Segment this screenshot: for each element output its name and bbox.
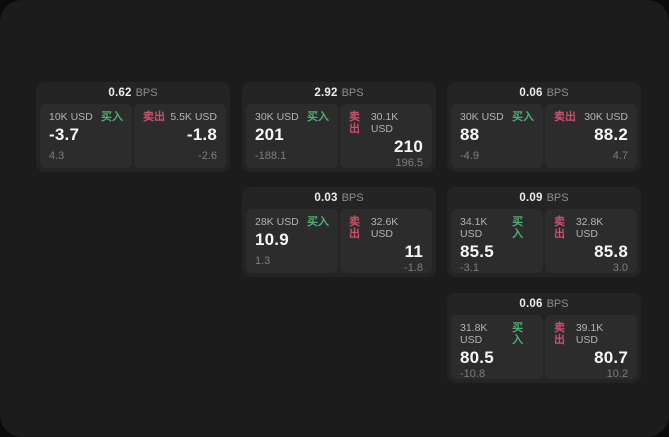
sell-panel[interactable]: 卖出 39.1K USD 80.7 10.2 — [545, 315, 637, 380]
bps-unit-label: BPS — [546, 192, 569, 204]
quote-card[interactable]: 0.62 BPS 10K USD 买入 -3.7 4.3 卖出 5.5K USD… — [36, 82, 230, 172]
bps-unit-label: BPS — [341, 87, 364, 99]
card-header: 0.03 BPS — [246, 187, 432, 209]
buy-size-label: 34.1K USD — [460, 216, 488, 240]
quote-panels: 10K USD 买入 -3.7 4.3 卖出 5.5K USD -1.8 -2.… — [40, 104, 226, 168]
quote-panels: 30K USD 买入 201 -188.1 卖出 30.1K USD 210 1… — [246, 104, 432, 169]
bps-value: 0.06 — [519, 87, 543, 99]
card-header: 0.06 BPS — [451, 293, 637, 315]
buy-panel[interactable]: 30K USD 买入 88 -4.9 — [451, 104, 543, 168]
quote-card[interactable]: 0.06 BPS 30K USD 买入 88 -4.9 卖出 30K USD 8… — [447, 82, 641, 172]
buy-panel[interactable]: 34.1K USD 买入 85.5 -3.1 — [451, 209, 543, 274]
quote-panels: 30K USD 买入 88 -4.9 卖出 30K USD 88.2 4.7 — [451, 104, 637, 168]
buy-price: -3.7 — [49, 125, 80, 144]
card-header: 0.62 BPS — [40, 82, 226, 104]
sell-price: 85.8 — [594, 242, 628, 261]
buy-price: 10.9 — [255, 230, 289, 249]
bps-value: 0.62 — [108, 87, 132, 99]
buy-size-label: 31.8K USD — [460, 322, 488, 346]
buy-delta: -188.1 — [255, 150, 287, 162]
buy-delta: -3.1 — [460, 262, 479, 274]
buy-panel[interactable]: 28K USD 买入 10.9 1.3 — [246, 209, 338, 273]
bps-value: 0.03 — [314, 192, 338, 204]
bps-value: 0.09 — [519, 192, 543, 204]
buy-price: 88 — [460, 125, 480, 144]
quote-card[interactable]: 0.06 BPS 31.8K USD 买入 80.5 -10.8 卖出 39.1… — [447, 293, 641, 383]
buy-size-label: 28K USD — [255, 216, 299, 228]
sell-size-label: 32.6K USD — [370, 216, 399, 240]
quote-panels: 31.8K USD 买入 80.5 -10.8 卖出 39.1K USD 80.… — [451, 315, 637, 380]
sell-delta: 3.0 — [612, 262, 628, 274]
sell-delta: 4.7 — [612, 150, 628, 162]
sell-price: 88.2 — [594, 125, 628, 144]
sell-side-label[interactable]: 卖出 — [554, 322, 565, 346]
sell-delta: 10.2 — [606, 368, 628, 380]
sell-price: -1.8 — [186, 125, 217, 144]
sell-price: 11 — [404, 242, 423, 261]
bps-unit-label: BPS — [546, 298, 569, 310]
sell-panel[interactable]: 卖出 30K USD 88.2 4.7 — [545, 104, 637, 168]
sell-price: 210 — [394, 137, 423, 156]
quote-card[interactable]: 2.92 BPS 30K USD 买入 201 -188.1 卖出 30.1K … — [242, 82, 436, 172]
sell-delta: 196.5 — [395, 157, 423, 169]
bps-value: 0.06 — [519, 298, 543, 310]
buy-panel[interactable]: 10K USD 买入 -3.7 4.3 — [40, 104, 132, 168]
buy-side-label[interactable]: 买入 — [307, 111, 329, 123]
bps-unit-label: BPS — [341, 192, 364, 204]
bps-value: 2.92 — [314, 87, 338, 99]
card-header: 2.92 BPS — [246, 82, 432, 104]
sell-panel[interactable]: 卖出 32.6K USD 11 -1.8 — [340, 209, 432, 274]
buy-delta: -4.9 — [460, 150, 479, 162]
sell-delta: -1.8 — [404, 262, 423, 274]
card-header: 0.09 BPS — [451, 187, 637, 209]
bps-unit-label: BPS — [135, 87, 158, 99]
sell-side-label[interactable]: 卖出 — [349, 216, 360, 240]
bps-unit-label: BPS — [546, 87, 569, 99]
buy-panel[interactable]: 30K USD 买入 201 -188.1 — [246, 104, 338, 168]
sell-size-label: 30K USD — [584, 111, 628, 123]
buy-delta: 4.3 — [49, 150, 65, 162]
sell-size-label: 30.1K USD — [370, 111, 399, 135]
buy-side-label[interactable]: 买入 — [307, 216, 329, 228]
buy-panel[interactable]: 31.8K USD 买入 80.5 -10.8 — [451, 315, 543, 380]
sell-side-label[interactable]: 卖出 — [554, 111, 576, 123]
sell-size-label: 5.5K USD — [170, 111, 217, 123]
buy-price: 85.5 — [460, 242, 494, 261]
quote-panels: 34.1K USD 买入 85.5 -3.1 卖出 32.8K USD 85.8… — [451, 209, 637, 274]
sell-price: 80.7 — [594, 348, 628, 367]
sell-side-label[interactable]: 卖出 — [143, 111, 165, 123]
sell-side-label[interactable]: 卖出 — [349, 111, 360, 135]
buy-delta: 1.3 — [255, 255, 271, 267]
quote-card[interactable]: 0.09 BPS 34.1K USD 买入 85.5 -3.1 卖出 32.8K… — [447, 187, 641, 277]
quote-panels: 28K USD 买入 10.9 1.3 卖出 32.6K USD 11 -1.8 — [246, 209, 432, 274]
buy-size-label: 30K USD — [255, 111, 299, 123]
sell-panel[interactable]: 卖出 5.5K USD -1.8 -2.6 — [134, 104, 226, 168]
sell-size-label: 39.1K USD — [575, 322, 604, 346]
buy-size-label: 30K USD — [460, 111, 504, 123]
buy-delta: -10.8 — [460, 368, 486, 380]
buy-side-label[interactable]: 买入 — [512, 111, 534, 123]
quote-card[interactable]: 0.03 BPS 28K USD 买入 10.9 1.3 卖出 32.6K US… — [242, 187, 436, 277]
sell-delta: -2.6 — [198, 150, 217, 162]
card-header: 0.06 BPS — [451, 82, 637, 104]
buy-price: 201 — [255, 125, 284, 144]
buy-side-label[interactable]: 买入 — [101, 111, 123, 123]
sell-panel[interactable]: 卖出 30.1K USD 210 196.5 — [340, 104, 432, 169]
sell-size-label: 32.8K USD — [575, 216, 604, 240]
buy-price: 80.5 — [460, 348, 494, 367]
buy-side-label[interactable]: 买入 — [512, 322, 524, 346]
sell-side-label[interactable]: 卖出 — [554, 216, 565, 240]
sell-panel[interactable]: 卖出 32.8K USD 85.8 3.0 — [545, 209, 637, 274]
buy-size-label: 10K USD — [49, 111, 93, 123]
buy-side-label[interactable]: 买入 — [512, 216, 524, 240]
